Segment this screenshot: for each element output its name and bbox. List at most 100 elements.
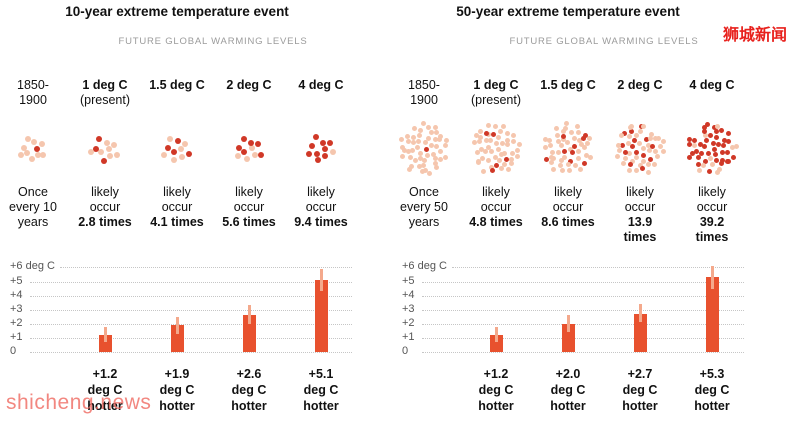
dot-event	[421, 163, 427, 169]
dot-event	[509, 156, 515, 162]
bar-label-line: hotter	[87, 399, 123, 413]
dot-event	[575, 129, 581, 135]
temperature-bar	[705, 277, 719, 352]
warming-levels-label-left: FUTURE GLOBAL WARMING LEVELS	[118, 36, 308, 47]
dot-event	[506, 166, 511, 172]
dot-event	[587, 154, 593, 160]
bar-label-line: +2.0	[555, 367, 581, 381]
gridline	[452, 267, 744, 269]
dot-event	[417, 155, 423, 161]
frequency-text: Once every 50 years	[390, 185, 458, 230]
dot-event	[515, 154, 521, 160]
gridline	[30, 337, 352, 339]
dot-extreme-event	[308, 142, 315, 149]
dot-event	[576, 137, 582, 143]
dot-event	[21, 144, 28, 151]
dot-event	[638, 129, 644, 135]
frequency-line: occur	[696, 200, 728, 214]
dot-event	[508, 161, 514, 167]
dot-extreme-event	[170, 148, 177, 155]
dot-event	[734, 143, 740, 149]
dot-extreme-event	[319, 139, 326, 146]
dot-extreme-event	[622, 149, 628, 155]
temperature-bar	[561, 323, 575, 352]
dot-extreme-event	[174, 138, 181, 145]
dot-event	[422, 139, 428, 145]
frequency-text: likely occur 5.6 times	[215, 185, 283, 230]
dot-event	[616, 142, 622, 148]
bar-label-line: deg C	[478, 383, 514, 397]
dot-extreme-event	[712, 146, 718, 152]
dot-extreme-event	[639, 166, 645, 172]
dot-event	[627, 168, 633, 174]
dot-event	[578, 141, 584, 147]
dot-cluster	[71, 116, 139, 182]
dot-extreme-event	[711, 124, 717, 130]
dot-extreme-event	[694, 149, 700, 155]
gridline	[422, 323, 744, 325]
dot-event	[496, 157, 502, 163]
dot-event	[511, 133, 517, 139]
error-whisker	[566, 315, 570, 333]
gridline	[422, 281, 744, 283]
dot-event	[428, 129, 434, 135]
dot-extreme-event	[95, 136, 102, 143]
bar-label: +1.9 deg C hotter	[143, 366, 211, 414]
dot-event	[402, 147, 408, 153]
warming-levels-label-right: FUTURE GLOBAL WARMING LEVELS	[509, 36, 699, 47]
temperature-bar	[314, 280, 328, 352]
frequency-text: likely occur 39.2 times	[678, 185, 746, 245]
frequency-value: 4.8 times	[469, 215, 523, 229]
frequency-value: 39.2	[699, 215, 725, 229]
gridline	[60, 267, 352, 269]
dot-event	[498, 152, 504, 158]
dot-event	[516, 141, 522, 147]
dot-event	[486, 158, 492, 164]
dot-cluster	[390, 116, 458, 182]
error-whisker	[710, 265, 714, 289]
dot-event	[39, 141, 46, 148]
dot-extreme-event	[314, 157, 321, 164]
column-header: 2 deg C	[215, 78, 283, 93]
dot-event	[573, 162, 579, 168]
frequency-line: years	[408, 215, 440, 229]
frequency-value: 9.4 times	[294, 215, 348, 229]
dot-event	[432, 160, 438, 166]
frequency-text: likely occur 13.9 times	[606, 185, 674, 245]
dot-extreme-event	[254, 141, 261, 148]
dot-event	[421, 120, 427, 126]
dot-event	[647, 147, 653, 153]
dot-extreme-event	[699, 150, 705, 156]
dot-event	[637, 140, 643, 146]
dot-event	[641, 124, 647, 130]
dot-event	[692, 143, 698, 149]
temperature-bar	[633, 313, 647, 352]
column-header-line: 4 deg C	[689, 78, 735, 92]
dot-extreme-event	[686, 141, 692, 147]
dot-event	[477, 138, 483, 144]
dot-extreme-event	[715, 142, 721, 148]
dot-event	[555, 149, 561, 155]
dot-event	[251, 151, 258, 158]
dot-event	[437, 136, 443, 142]
dot-event	[103, 140, 110, 147]
dot-extreme-event	[327, 140, 334, 147]
dot-event	[442, 143, 448, 149]
dot-event	[406, 148, 412, 154]
dot-extreme-event	[424, 147, 430, 153]
dot-extreme-event	[632, 138, 638, 144]
dot-cluster	[606, 116, 674, 182]
column-header: 4 deg C	[287, 78, 355, 93]
dot-extreme-event	[561, 133, 567, 139]
dot-event	[400, 154, 406, 160]
dot-event	[97, 149, 104, 156]
dot-cluster	[143, 116, 211, 182]
dot-event	[432, 156, 438, 162]
dot-event	[571, 136, 577, 142]
dot-event	[478, 129, 484, 135]
dot-event	[563, 125, 569, 131]
frequency-line: occur	[161, 200, 193, 214]
dot-extreme-event	[725, 131, 731, 137]
frequency-value: 4.1 times	[150, 215, 204, 229]
dot-event	[655, 153, 661, 159]
